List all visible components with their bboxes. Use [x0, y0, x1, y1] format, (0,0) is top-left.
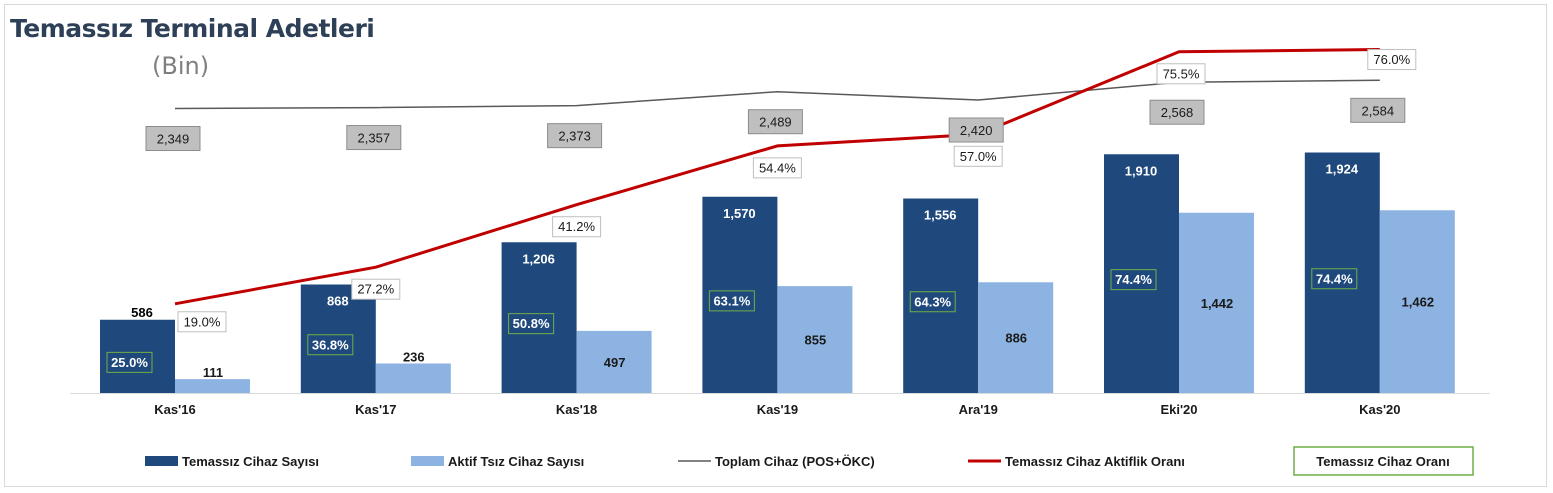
aktiflik-label: 76.0%	[1373, 52, 1410, 67]
temassiz-value-label: 1,910	[1125, 163, 1158, 178]
aktiflik-label-box	[177, 311, 227, 333]
temassiz-value-label: 1,570	[723, 206, 756, 221]
chart-title: Temassız Terminal Adetleri	[10, 14, 375, 43]
oran-label: 74.4%	[1316, 271, 1353, 286]
x-tick-label: Eki'20	[1160, 402, 1197, 417]
legend-aktif-swatch	[411, 456, 444, 466]
toplam-label: 2,349	[157, 132, 190, 147]
oran-label-box	[1311, 268, 1358, 290]
temassiz-bar	[702, 196, 778, 393]
legend-oran-swatch	[1293, 446, 1474, 476]
aktiflik-label-box	[552, 216, 602, 238]
legend-toplam-label: Toplam Cihaz (POS+ÖKC)	[715, 454, 875, 469]
aktiflik-label: 41.2%	[558, 219, 595, 234]
aktiflik-label-box	[351, 278, 401, 300]
legend-oran-label: Temassız Cihaz Oranı	[1316, 454, 1449, 469]
aktiflik-label-box	[1156, 63, 1206, 85]
aktiflik-label: 54.4%	[759, 160, 796, 175]
oran-label-box	[708, 290, 755, 312]
x-tick-label: Kas'19	[757, 402, 798, 417]
oran-label-box	[909, 291, 956, 313]
aktif-value-label: 111	[203, 365, 223, 380]
aktiflik-label: 19.0%	[184, 314, 221, 329]
toplam-label-box	[1149, 99, 1205, 125]
toplam-label-box	[145, 126, 201, 152]
toplam-label: 2,420	[960, 123, 993, 138]
temassiz-bar	[100, 319, 175, 393]
aktif-value-label: 236	[403, 350, 425, 365]
temassiz-value-label: 1,556	[924, 208, 957, 223]
temassiz-bar	[300, 284, 376, 393]
temassiz-value-label: 1,924	[1326, 162, 1359, 177]
aktif-value-label: 886	[1005, 331, 1027, 346]
aktif-bar	[375, 363, 451, 393]
legend-aktiflik-label: Temassız Cihaz Aktiflik Oranı	[1005, 454, 1185, 469]
aktiflik-orani-line	[174, 48, 1380, 306]
oran-label: 64.3%	[914, 294, 951, 309]
aktif-value-label: 1,462	[1402, 295, 1435, 310]
oran-label-box	[307, 334, 354, 356]
x-tick-label: Kas'17	[355, 402, 396, 417]
legend-temassiz-label: Temassız Cihaz Sayısı	[182, 454, 319, 469]
aktif-bar	[978, 282, 1054, 393]
toplam-label-box	[948, 117, 1004, 143]
toplam-label: 2,568	[1161, 105, 1194, 120]
oran-label: 25.0%	[111, 355, 148, 370]
aktif-value-label: 855	[805, 333, 827, 348]
toplam-label: 2,357	[358, 131, 391, 146]
temassiz-value-label: 868	[327, 294, 349, 309]
oran-label-box	[1110, 269, 1157, 291]
temassiz-bar	[1304, 152, 1380, 393]
toplam-label-box	[346, 125, 402, 151]
oran-label-box	[508, 313, 555, 335]
x-tick-label: Kas'16	[154, 402, 195, 417]
aktif-bar	[175, 379, 250, 393]
aktiflik-label: 75.5%	[1163, 66, 1200, 81]
chart-subtitle: (Bin)	[152, 52, 210, 80]
temassiz-bar	[1104, 154, 1179, 393]
oran-label: 74.4%	[1115, 272, 1152, 287]
aktif-value-label: 1,442	[1201, 296, 1234, 311]
x-tick-label: Ara'19	[959, 402, 998, 417]
aktiflik-label-box	[752, 157, 802, 179]
oran-label: 63.1%	[713, 293, 750, 308]
aktif-bar	[777, 286, 853, 393]
x-tick-label: Kas'18	[556, 402, 597, 417]
temassiz-bar	[501, 242, 577, 393]
x-tick-label: Kas'20	[1359, 402, 1400, 417]
toplam-label-box	[547, 123, 603, 149]
toplam-label: 2,373	[558, 129, 591, 144]
oran-label: 50.8%	[513, 316, 550, 331]
temassiz-value-label: 586	[131, 305, 153, 320]
legend-temassiz-swatch	[145, 456, 178, 466]
temassiz-bar	[903, 198, 979, 393]
aktiflik-label: 27.2%	[357, 282, 394, 297]
aktiflik-label: 57.0%	[960, 149, 997, 164]
oran-label: 36.8%	[312, 337, 349, 352]
temassiz-value-label: 1,206	[522, 251, 555, 266]
aktif-bar	[1179, 212, 1254, 393]
toplam-label: 2,489	[759, 115, 792, 130]
aktiflik-label-box	[953, 145, 1003, 167]
aktiflik-label-box	[1367, 49, 1417, 71]
aktif-bar	[1379, 210, 1455, 393]
toplam-label-box	[747, 109, 803, 135]
toplam-label-box	[1350, 97, 1406, 123]
oran-label-box	[106, 351, 153, 373]
toplam-label: 2,584	[1362, 103, 1395, 118]
aktif-bar	[576, 330, 652, 393]
aktif-value-label: 497	[604, 355, 626, 370]
chart-frame	[4, 4, 1547, 487]
legend-aktif-label: Aktif Tsız Cihaz Sayısı	[448, 454, 584, 469]
